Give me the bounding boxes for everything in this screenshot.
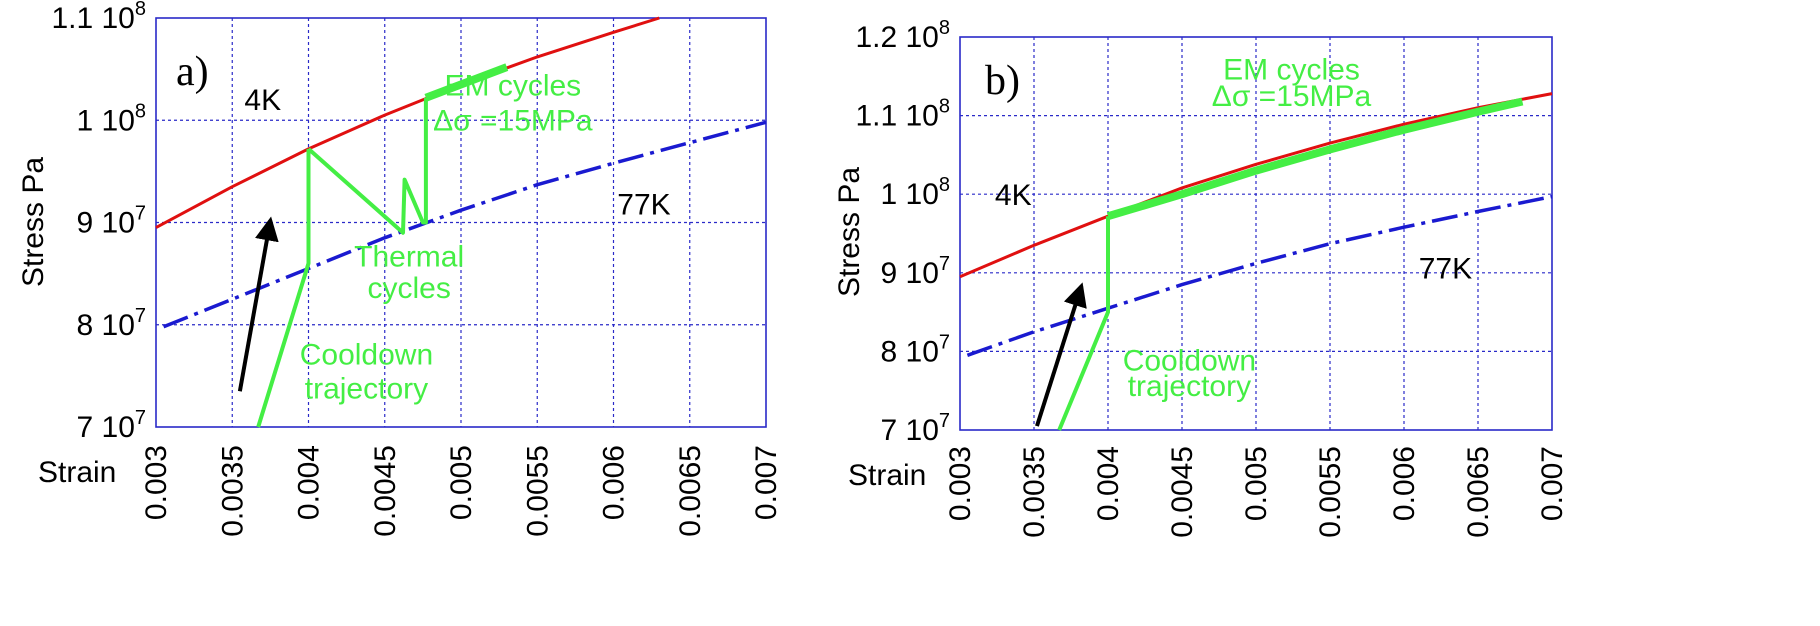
- x-tick-label: 0.004: [1092, 446, 1125, 521]
- series-77k-line: [966, 194, 1553, 357]
- series-4k-line: [155, 16, 660, 229]
- x-tick-label: 0.004: [293, 445, 326, 520]
- y-tick-label: 1.1 108: [855, 96, 950, 133]
- panel-b-chart: 7 107 8 107 9 107 1 108 1.1 108 1.2 108 0.003 0…: [833, 17, 1569, 538]
- y-tick-label: 8 107: [76, 305, 146, 342]
- plot-frame: [155, 17, 767, 428]
- series-77k-line: [162, 120, 767, 329]
- x-tick-label: 0.007: [750, 445, 783, 520]
- annotation-label: trajectory: [305, 372, 428, 405]
- annotation-label: 4K: [995, 179, 1032, 212]
- y-tick-label: 9 107: [880, 253, 950, 290]
- x-tick-label: 0.005: [445, 445, 478, 520]
- annotation-label: 77K: [1419, 252, 1472, 285]
- x-tick-label: 0.007: [1536, 446, 1569, 521]
- x-tick-label: 0.0045: [369, 445, 402, 537]
- annotation-label: Δσ =15MPa: [433, 104, 593, 137]
- annotation-label: EM cycles: [1223, 53, 1360, 86]
- y-tick-label: 8 107: [880, 331, 950, 368]
- x-tick-label: 0.005: [1240, 446, 1273, 521]
- panel-label: a): [176, 49, 209, 95]
- annotation-label: Thermal: [354, 240, 464, 273]
- panel-a-chart: 7 107 8 107 9 107 1 108 1.1 108 0.003 0.0035 0.…: [17, 0, 783, 537]
- y-axis-label: Stress Pa: [17, 157, 50, 287]
- y-tick-label: 1 108: [76, 100, 146, 137]
- x-tick-label: 0.0035: [1018, 446, 1051, 538]
- series-cooldown-trajectory-line: [256, 148, 311, 428]
- x-tick-label: 0.0065: [674, 445, 707, 537]
- x-tick-label: 0.0055: [521, 445, 554, 537]
- y-tick-label: 7 107: [880, 410, 950, 447]
- x-axis-label: Strain: [38, 456, 116, 489]
- series-em-cycles-line: [424, 63, 509, 102]
- series-cooldown-trajectory-line: [1057, 216, 1110, 431]
- annotation-label: Cooldown: [1123, 344, 1256, 377]
- annotation-label: 77K: [617, 188, 670, 221]
- x-tick-label: 0.003: [140, 445, 173, 520]
- y-axis-label: Stress Pa: [833, 167, 866, 297]
- x-tick-label: 0.0055: [1314, 446, 1347, 538]
- y-tick-label: 1.1 108: [51, 0, 146, 35]
- x-tick-label: 0.006: [598, 445, 631, 520]
- y-tick-label: 7 107: [76, 407, 146, 444]
- y-tick-label: 1.2 108: [855, 17, 950, 54]
- x-tick-label: 0.006: [1388, 446, 1421, 521]
- annotation-label: Δσ =15MPa: [1212, 80, 1372, 113]
- annotation-label: 4K: [244, 84, 281, 117]
- series-em-cycles-line: [1106, 97, 1524, 221]
- x-tick-label: 0.0045: [1166, 446, 1199, 538]
- plot-frame: [959, 36, 1553, 431]
- annotation-label: Cooldown: [300, 339, 433, 372]
- x-tick-label: 0.0065: [1462, 446, 1495, 538]
- y-tick-label: 9 107: [76, 203, 146, 240]
- annotation-label: trajectory: [1128, 370, 1251, 403]
- annotation-label: cycles: [367, 272, 450, 305]
- panel-label: b): [985, 58, 1020, 104]
- x-axis-label: Strain: [848, 459, 926, 492]
- cooldown-arrow: [237, 216, 279, 392]
- x-tick-label: 0.0035: [216, 445, 249, 537]
- cooldown-arrow: [1035, 282, 1087, 427]
- series-thermal-cycles-line: [307, 97, 428, 235]
- x-tick-label: 0.003: [944, 446, 977, 521]
- y-tick-label: 1 108: [880, 174, 950, 211]
- annotation-label: EM cycles: [445, 70, 582, 103]
- series-4k-line: [959, 92, 1553, 279]
